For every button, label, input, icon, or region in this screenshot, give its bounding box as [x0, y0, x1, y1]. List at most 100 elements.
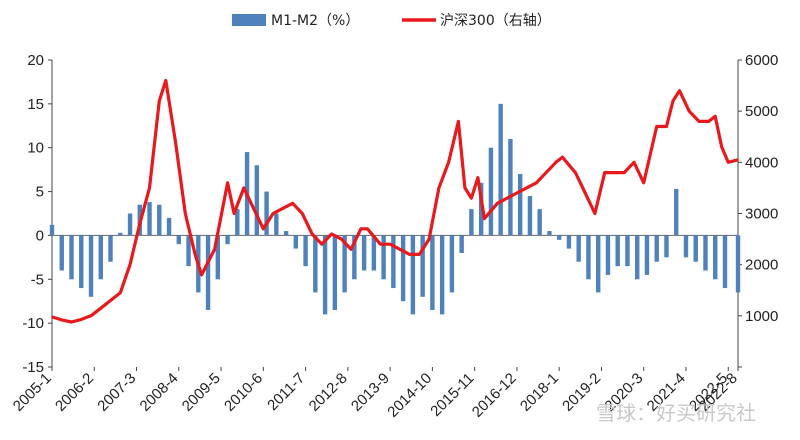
line-point	[477, 176, 479, 179]
line-point	[164, 79, 167, 82]
bar	[615, 235, 620, 267]
bar	[654, 235, 659, 262]
left-tick-label: 0	[36, 227, 44, 244]
line-point	[90, 315, 92, 317]
line-point	[99, 307, 102, 309]
bar	[235, 209, 240, 236]
bar	[391, 235, 396, 289]
left-tick-label: 10	[27, 140, 44, 157]
bar	[157, 204, 162, 236]
line-point	[603, 171, 606, 174]
line-point	[330, 233, 333, 235]
line-point	[366, 228, 369, 230]
line-point	[698, 120, 700, 123]
bar	[517, 174, 523, 236]
line-point	[272, 212, 274, 215]
left-tick-label: -5	[31, 271, 44, 288]
bar	[420, 235, 425, 297]
line-point	[350, 248, 352, 251]
line-point	[119, 292, 122, 294]
line-point	[379, 243, 382, 245]
bar	[313, 235, 318, 293]
line-point	[655, 125, 658, 128]
bar	[361, 235, 367, 271]
x-tick-label: 2016-12	[469, 370, 520, 421]
line-point	[438, 187, 440, 189]
bar	[400, 235, 406, 302]
line-point	[464, 187, 466, 189]
line-point	[574, 171, 577, 174]
line-point	[291, 202, 294, 205]
left-axis-ticks: -15 -10 -5 0 5 10 15 20	[22, 52, 52, 376]
bar	[293, 235, 299, 249]
bar	[98, 235, 103, 280]
line-point	[555, 161, 557, 164]
bar	[735, 235, 741, 293]
x-tick-label: 2011-7	[264, 370, 308, 414]
bar	[430, 235, 435, 310]
bar	[556, 235, 562, 240]
right-tick-label: 1000	[745, 308, 778, 325]
line-point	[457, 120, 460, 123]
line-point	[399, 248, 401, 251]
bar	[410, 235, 416, 315]
bar	[644, 235, 650, 275]
line-point	[174, 141, 177, 143]
line-point	[707, 120, 710, 123]
bar	[303, 235, 308, 267]
line-point	[389, 243, 391, 245]
line-point	[594, 212, 596, 215]
bar	[478, 182, 484, 236]
line-point	[321, 243, 323, 245]
x-tick-label: 2018-1	[517, 370, 562, 415]
bar	[166, 217, 172, 236]
bar	[69, 235, 74, 280]
left-tick-label: 20	[27, 52, 44, 69]
right-tick-label: 6000	[745, 52, 778, 69]
bar	[703, 235, 708, 271]
bar	[274, 213, 279, 236]
line-point	[80, 318, 83, 321]
line-point	[70, 321, 73, 323]
x-tick-label: 2008-4	[137, 370, 182, 415]
bar	[527, 195, 533, 236]
bar	[186, 235, 191, 267]
x-tick-label: 2005-1	[10, 370, 55, 415]
x-tick-label: 2006-2	[52, 370, 97, 415]
bar	[547, 231, 552, 236]
line-point	[535, 182, 538, 184]
x-tick-label: 2012-8	[306, 370, 351, 415]
bar	[713, 235, 718, 280]
bar	[664, 235, 669, 258]
x-tick-label: 2009-5	[179, 370, 224, 415]
line-point	[233, 212, 235, 215]
line-point	[340, 238, 343, 240]
left-tick-label: 15	[27, 96, 44, 113]
bar	[225, 235, 230, 245]
bar	[488, 147, 494, 236]
bar	[215, 235, 221, 280]
bar	[683, 235, 689, 258]
line-point	[262, 228, 265, 230]
bar	[283, 231, 289, 236]
left-tick-label: 5	[36, 184, 44, 201]
bar	[674, 188, 679, 236]
line-point	[213, 248, 216, 251]
left-tick-label: -15	[22, 359, 44, 376]
bar	[147, 202, 152, 236]
bar	[59, 235, 64, 271]
line-point	[496, 202, 499, 205]
bar	[625, 235, 630, 267]
right-tick-label: 5000	[745, 103, 778, 120]
legend-bar-label: M1-M2（%）	[271, 13, 359, 29]
bar	[176, 235, 181, 245]
line-point	[184, 212, 187, 215]
line-point	[60, 319, 63, 321]
line-point	[584, 192, 586, 194]
bar	[449, 235, 455, 293]
line-point	[688, 110, 691, 112]
line-point	[642, 182, 645, 184]
bar	[352, 235, 357, 280]
line-point	[623, 171, 626, 174]
